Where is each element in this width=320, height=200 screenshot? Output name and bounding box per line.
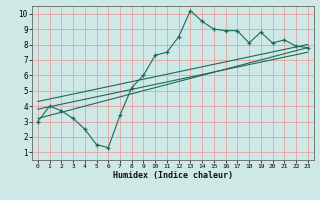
X-axis label: Humidex (Indice chaleur): Humidex (Indice chaleur) — [113, 171, 233, 180]
